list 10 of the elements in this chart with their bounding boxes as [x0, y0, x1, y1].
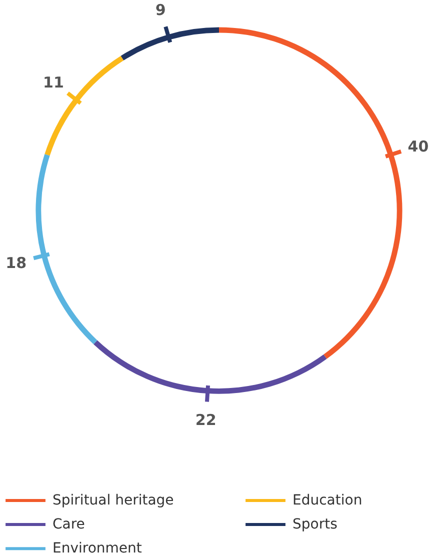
- data-label: 40: [408, 137, 429, 156]
- data-label: 18: [6, 254, 27, 272]
- legend-label: Environment: [52, 540, 142, 557]
- data-label: 11: [43, 74, 64, 92]
- legend-label: Care: [52, 516, 85, 533]
- legend-label: Education: [292, 492, 362, 509]
- data-label: 22: [195, 411, 216, 430]
- legend-label: Spiritual heritage: [52, 492, 174, 509]
- legend-label: Sports: [292, 516, 338, 533]
- data-label: 9: [155, 0, 166, 19]
